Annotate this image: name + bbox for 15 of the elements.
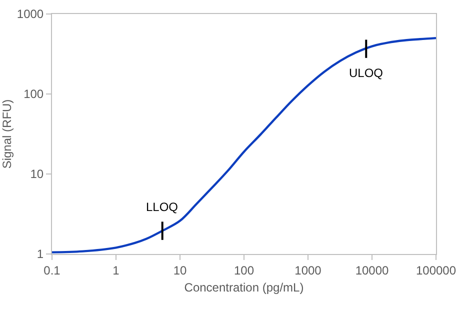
y-tick-label: 100 <box>24 87 44 102</box>
y-tick-label: 10 <box>30 167 44 182</box>
x-tick-label: 0.1 <box>44 263 61 278</box>
y-tick-label: 1000 <box>16 7 44 22</box>
x-tick-label: 100 <box>234 263 254 278</box>
annotation: LLOQ <box>146 200 178 214</box>
x-axis-title: Concentration (pg/mL) <box>184 280 304 294</box>
x-tick-label: 1 <box>112 263 120 278</box>
x-tick-label: 10000 <box>355 263 390 278</box>
x-tick-label: 10 <box>173 263 187 278</box>
x-tick-label: 100000 <box>416 263 456 278</box>
y-axis-title: Signal (RFU) <box>0 99 14 169</box>
x-tick-label: 1000 <box>294 263 322 278</box>
y-tick-label: 1 <box>36 247 44 262</box>
annotation: ULOQ <box>349 66 384 80</box>
